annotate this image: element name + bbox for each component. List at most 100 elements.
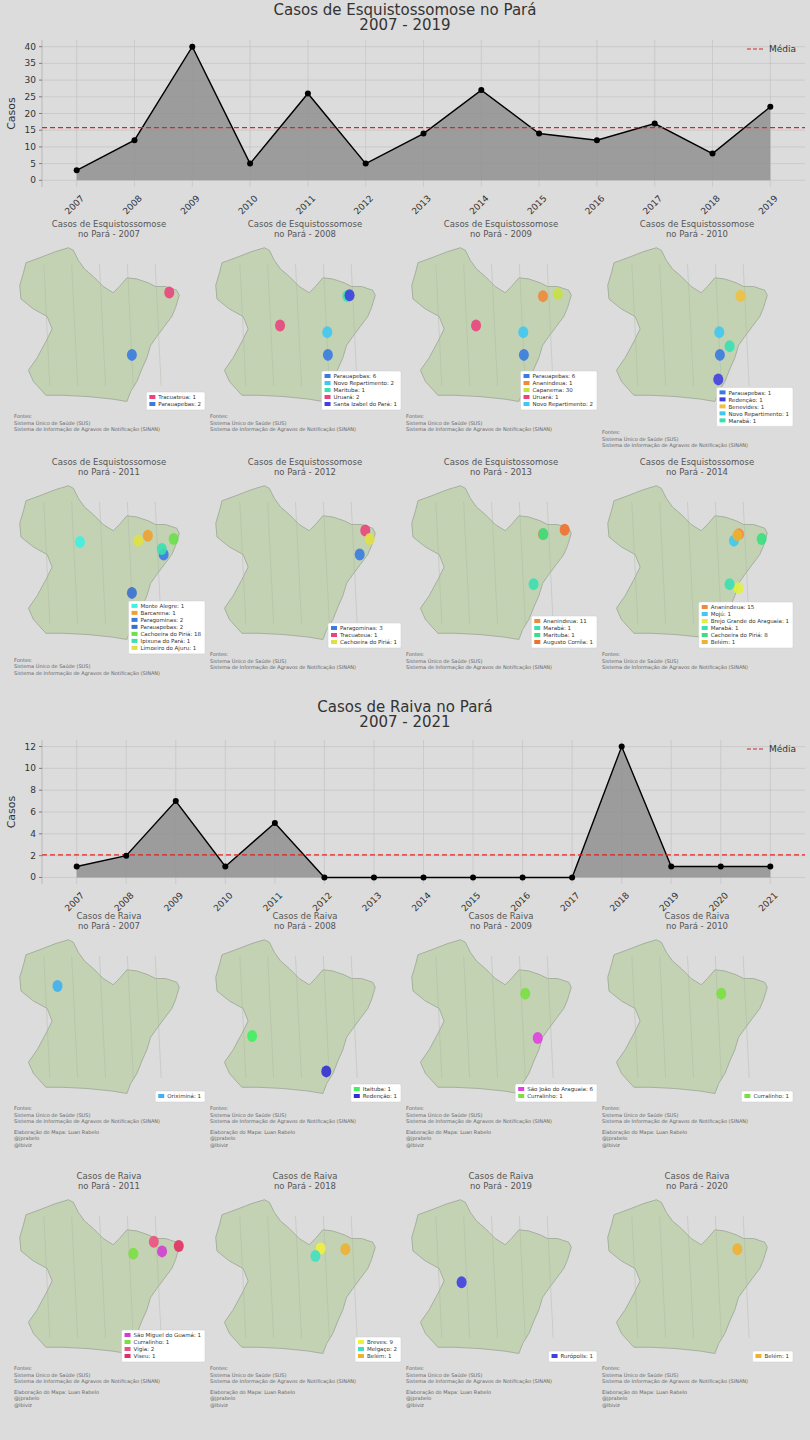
source-text: Sistema Único de Saúde (SUS) xyxy=(14,1372,90,1378)
legend-value: 1 xyxy=(187,638,191,644)
source-text: Sistema Único de Saúde (SUS) xyxy=(406,1372,482,1378)
legend-label: Oriximiná: 1 xyxy=(167,1093,201,1099)
legend-name: Mojú xyxy=(711,611,724,618)
map-legend: Ananindeua: 15Mojú: 1Brejo Grande do Ara… xyxy=(699,602,793,648)
legend-swatch xyxy=(720,418,726,422)
map-title: no Pará - 2007 xyxy=(78,921,140,931)
map-title: Casos de Esquistossomose xyxy=(52,457,166,467)
legend-value: 1 xyxy=(388,1353,392,1359)
legend-name: Cachoeira do Piriá xyxy=(711,632,761,638)
x-tick-label: 2014 xyxy=(468,193,491,216)
legend-value: 1 xyxy=(172,610,176,616)
municipality xyxy=(133,535,143,547)
x-tick-label: 2008 xyxy=(112,890,135,913)
legend-label: Brejo Grande do Araguaia: 1 xyxy=(711,618,789,625)
legend-label: Uruará: 1 xyxy=(533,394,559,400)
legend-swatch xyxy=(132,646,138,650)
legend-value: 2 xyxy=(180,624,184,630)
x-tick-label: 2010 xyxy=(212,890,235,913)
municipality xyxy=(735,290,745,302)
legend-box xyxy=(549,1351,597,1362)
chart: Casos de Raiva no Pará2007 - 2021Casos02… xyxy=(5,698,805,914)
division-line xyxy=(268,502,274,624)
division-line xyxy=(632,956,638,1078)
source-text: Fontes: xyxy=(406,651,425,657)
division-line xyxy=(127,264,133,386)
grid-line xyxy=(76,740,77,884)
data-point xyxy=(767,104,773,110)
legend-swatch xyxy=(720,411,726,415)
legend-swatch xyxy=(132,604,138,608)
legend-swatch xyxy=(524,374,530,378)
data-point xyxy=(272,820,278,826)
source-text: Sistema de Informação de Agravos de Noti… xyxy=(210,664,356,671)
division-line xyxy=(351,264,357,386)
municipality xyxy=(520,988,530,1000)
division-line xyxy=(492,956,498,1078)
data-point xyxy=(131,137,137,143)
division-line xyxy=(660,264,666,386)
division-line xyxy=(155,956,161,1078)
map-title: Casos de Raiva xyxy=(469,911,534,921)
legend-swatch xyxy=(149,402,155,406)
source-text: Fontes: xyxy=(602,651,621,657)
legend-label: Cachoeira do Piriá: 18 xyxy=(141,631,202,637)
division-line xyxy=(44,264,50,386)
map-panel: Casos de Raivano Pará - 2011São Miguel d… xyxy=(14,1171,205,1408)
legend-swatch xyxy=(744,1094,750,1098)
legend-label: Parauapebas: 6 xyxy=(533,373,576,380)
division-line xyxy=(296,264,302,386)
legend-label: Novo Repartimento: 1 xyxy=(729,411,789,418)
legend-label: Novo Repartimento: 2 xyxy=(334,380,394,387)
legend-name: Belém xyxy=(764,1353,781,1359)
source-text: Fontes: xyxy=(14,657,33,663)
division-line xyxy=(100,1216,106,1338)
division-line xyxy=(436,264,442,386)
chart: Casos de Esquistossomose no Pará2007 - 2… xyxy=(5,1,805,217)
municipality xyxy=(519,349,529,361)
legend-box xyxy=(146,392,205,410)
legend-swatch xyxy=(702,626,708,630)
legend-value: 1 xyxy=(394,1093,398,1099)
source-text: Sistema de Informação de Agravos de Noti… xyxy=(14,670,160,677)
municipality xyxy=(538,528,548,540)
legend-swatch xyxy=(325,388,331,392)
municipality xyxy=(538,528,548,540)
legend-swatch xyxy=(325,374,331,378)
source-text: Fontes: xyxy=(602,1365,621,1371)
y-tick-label: 6 xyxy=(30,807,36,817)
map-legend: Itaituba: 1Redenção: 1 xyxy=(351,1084,401,1102)
division-line xyxy=(155,264,161,386)
legend-name: Marituba xyxy=(334,387,358,393)
legend-name: Itaituba xyxy=(363,1086,384,1092)
y-tick xyxy=(39,812,42,813)
y-tick-label: 15 xyxy=(25,125,36,135)
map-title: Casos de Esquistossomose xyxy=(52,219,166,229)
map-panel: Casos de Raivano Pará - 2008Itaituba: 1R… xyxy=(210,911,401,1148)
y-tick xyxy=(39,46,42,47)
legend-box xyxy=(521,371,597,410)
grid-line xyxy=(572,740,573,884)
legend-label: Parauapebas: 2 xyxy=(158,401,201,408)
map-title: no Pará - 2009 xyxy=(470,229,532,239)
division-line xyxy=(100,264,106,386)
state-outline xyxy=(412,248,572,402)
municipality xyxy=(560,524,570,536)
map-title: no Pará - 2009 xyxy=(470,921,532,931)
legend-name: São Miguel do Guamá xyxy=(134,1332,194,1339)
legend-label: Mojú: 1 xyxy=(711,611,731,618)
legend-swatch xyxy=(534,626,540,630)
legend-label: Monte Alegre: 1 xyxy=(141,603,185,610)
map-title: no Pará - 2012 xyxy=(274,467,336,477)
legend-value: 6 xyxy=(373,373,377,379)
legend-name: Limoeiro do Ajuru xyxy=(141,645,190,652)
y-tick-label: 0 xyxy=(30,872,36,882)
data-point xyxy=(569,874,575,880)
division-line xyxy=(660,1216,666,1338)
legend-value: 2 xyxy=(391,380,395,386)
x-tick-label: 2009 xyxy=(179,193,202,216)
credit-text: @lbiviz xyxy=(406,1402,424,1408)
map-legend: Curralinho: 1 xyxy=(741,1091,793,1102)
legend-value: 1 xyxy=(198,1332,202,1338)
division-line xyxy=(155,1216,161,1338)
